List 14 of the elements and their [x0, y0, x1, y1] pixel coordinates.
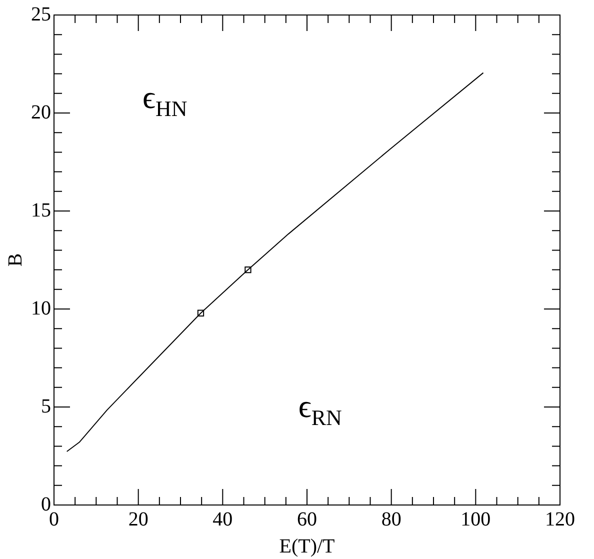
y-tick-label: 0: [41, 493, 51, 516]
x-tick-label: 100: [460, 508, 491, 530]
x-tick-label: 20: [128, 508, 148, 530]
y-tick-label: 25: [31, 3, 51, 26]
x-axis-title: E(T)/T: [279, 535, 335, 558]
y-tick-label: 5: [41, 395, 51, 418]
x-tick-label: 40: [212, 508, 233, 530]
x-tick-label: 80: [381, 508, 402, 530]
y-tick-label: 15: [31, 199, 51, 222]
y-tick-label: 10: [31, 297, 51, 320]
x-tick-label: 120: [545, 508, 575, 530]
y-axis-title: B: [4, 253, 26, 267]
x-tick-label: 60: [297, 508, 317, 530]
y-tick-label: 20: [31, 101, 51, 124]
